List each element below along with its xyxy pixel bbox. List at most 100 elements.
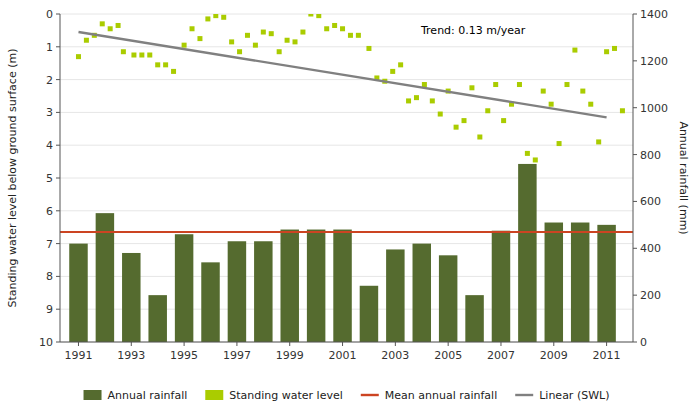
swl-point xyxy=(398,62,403,67)
swl-point xyxy=(580,89,585,94)
swl-point xyxy=(422,82,427,87)
y2-tick-label: 1000 xyxy=(640,102,668,115)
rainfall-bar xyxy=(439,255,457,342)
swl-point xyxy=(261,30,266,35)
y-tick xyxy=(56,145,60,146)
swl-point xyxy=(293,39,298,44)
swl-point xyxy=(340,26,345,31)
legend-label: Annual rainfall xyxy=(108,389,188,402)
y-tick xyxy=(56,46,60,47)
swl-point xyxy=(116,23,121,28)
x-tick xyxy=(500,342,501,346)
swl-point xyxy=(121,49,126,54)
rainfall-bar xyxy=(280,230,298,342)
legend-swatch xyxy=(361,394,379,396)
x-tick xyxy=(448,342,449,346)
x-tick-label: 2011 xyxy=(593,349,621,362)
x-tick-label: 2001 xyxy=(329,349,357,362)
y-tick-label: 2 xyxy=(46,74,53,87)
x-tick xyxy=(289,342,290,346)
y-tick-label: 0 xyxy=(46,8,53,21)
legend-label: Standing water level xyxy=(229,389,343,402)
y-tick-label: 3 xyxy=(46,106,53,119)
grid-line xyxy=(60,79,633,80)
legend-item: Linear (SWL) xyxy=(515,389,609,402)
x-tick-label: 1995 xyxy=(170,349,198,362)
grid-line xyxy=(60,145,633,146)
rainfall-bar xyxy=(465,295,483,342)
y-tick xyxy=(56,79,60,80)
y-tick xyxy=(56,112,60,113)
trend-annotation: Trend: 0.13 m/year xyxy=(420,24,526,37)
swl-point xyxy=(245,33,250,38)
y2-tick xyxy=(633,14,637,15)
y2-tick xyxy=(633,295,637,296)
x-tick-label: 2005 xyxy=(434,349,462,362)
x-tick xyxy=(553,342,554,346)
y-tick-label: 6 xyxy=(46,205,53,218)
y2-tick xyxy=(633,60,637,61)
y-tick xyxy=(56,178,60,179)
swl-point xyxy=(485,108,490,113)
legend-label: Mean annual rainfall xyxy=(385,389,497,402)
swl-point xyxy=(213,14,218,18)
rainfall-bar xyxy=(545,223,563,342)
swl-point xyxy=(171,69,176,74)
x-tick xyxy=(131,342,132,346)
swl-point xyxy=(332,23,337,28)
swl-point xyxy=(406,98,411,103)
swl-point xyxy=(462,118,467,123)
legend: Annual rainfall Standing water level Mean … xyxy=(84,389,610,402)
swl-point xyxy=(190,26,195,31)
rainfall-bar xyxy=(333,230,351,342)
legend-swatch xyxy=(515,394,533,396)
rainfall-bar xyxy=(201,262,219,342)
y2-tick xyxy=(633,201,637,202)
swl-point xyxy=(604,49,609,54)
y2-tick-label: 800 xyxy=(640,149,661,162)
rainfall-bar xyxy=(386,249,404,342)
swl-point xyxy=(285,38,290,43)
swl-point xyxy=(269,31,274,36)
rainfall-bar xyxy=(307,230,325,342)
rainfall-bar xyxy=(518,164,536,342)
swl-point xyxy=(316,14,321,18)
swl-point xyxy=(541,89,546,94)
y2-tick-label: 1400 xyxy=(640,8,668,21)
swl-point xyxy=(501,118,506,123)
plot-marks xyxy=(60,14,633,342)
swl-point xyxy=(517,82,522,87)
x-tick xyxy=(78,342,79,346)
swl-point xyxy=(454,125,459,130)
rainfall-bar xyxy=(254,241,272,342)
grid-line xyxy=(60,112,633,113)
rainfall-bar xyxy=(413,244,431,342)
x-tick-label: 1997 xyxy=(223,349,251,362)
y-tick xyxy=(56,210,60,211)
y-tick xyxy=(56,276,60,277)
y-tick-label: 10 xyxy=(39,336,53,349)
legend-item: Standing water level xyxy=(205,389,343,402)
swl-point xyxy=(155,62,160,67)
y-axis-label: Standing water level below ground surfac… xyxy=(6,49,19,308)
y2-tick xyxy=(633,107,637,108)
rainfall-bar xyxy=(571,223,589,342)
swl-point xyxy=(356,33,361,38)
grid-line xyxy=(60,46,633,47)
grid-line xyxy=(60,14,633,15)
swl-point xyxy=(147,53,152,58)
legend-item: Annual rainfall xyxy=(84,389,188,402)
y-tick xyxy=(56,309,60,310)
x-tick-label: 2003 xyxy=(381,349,409,362)
rainfall-bar xyxy=(175,234,193,342)
swl-point xyxy=(163,62,168,67)
swl-point xyxy=(469,85,474,90)
x-tick-label: 2009 xyxy=(540,349,568,362)
x-tick-label: 1993 xyxy=(117,349,145,362)
swl-point xyxy=(197,36,202,41)
swl-point xyxy=(348,33,353,38)
swl-point xyxy=(205,16,210,21)
rainfall-bar xyxy=(228,241,246,342)
y-tick-label: 1 xyxy=(46,41,53,54)
swl-point xyxy=(533,157,538,162)
